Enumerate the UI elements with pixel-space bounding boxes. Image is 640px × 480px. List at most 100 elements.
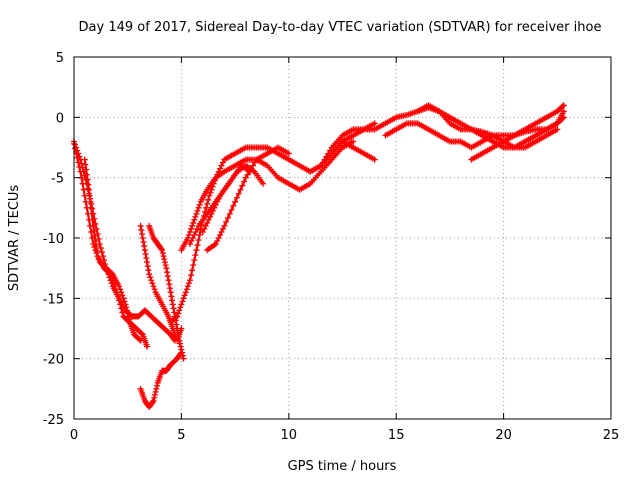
data-point [147,274,154,281]
data-point [219,225,226,232]
data-point [139,230,146,237]
data-point [81,192,88,199]
data-point [146,271,153,278]
data-point [251,159,258,166]
data-point [196,231,203,238]
data-point [151,391,158,398]
data-point [161,259,168,266]
data-point [178,349,185,356]
data-point [560,108,567,115]
data-point [93,243,100,250]
data-point [81,156,88,163]
data-point [150,397,157,404]
data-point [214,238,221,245]
data-point [180,295,187,302]
data-point [99,253,106,260]
data-point [119,309,126,316]
data-point [221,222,228,229]
x-tick-label: 25 [603,428,620,443]
data-point [124,310,131,317]
data-point [176,337,183,344]
y-tick-label: -10 [43,232,64,247]
series-track-11 [204,144,292,254]
data-point [77,168,84,175]
series-track-3 [81,156,151,350]
data-point [237,186,244,193]
data-point [203,204,210,211]
data-point [98,249,105,256]
data-point [188,238,195,245]
data-point [188,225,195,232]
data-point [241,178,248,185]
data-point [137,222,144,229]
data-point [194,242,201,249]
data-point [191,216,198,223]
data-point [214,198,221,205]
data-point [194,225,201,232]
data-point [86,186,93,193]
data-point [144,259,151,266]
y-tick-label: 5 [56,51,64,66]
data-point [87,198,94,205]
data-point [218,228,225,235]
data-point [80,186,87,193]
data-point [193,247,200,254]
data-point [224,214,231,221]
data-point [217,231,224,238]
data-point [204,200,211,207]
data-point [191,231,198,238]
data-point [144,263,151,270]
data-point [96,241,103,248]
data-point [560,114,567,121]
data-point [106,270,113,277]
data-point [186,277,193,284]
data-point [142,251,149,258]
data-point [151,394,158,401]
data-point [554,126,561,133]
data-point [139,235,146,241]
data-point [195,237,202,244]
data-point [371,156,378,163]
chart-title: Day 149 of 2017, Sidereal Day-to-day VTE… [79,20,602,35]
data-point [186,228,193,235]
data-point [95,236,102,243]
data-point [559,103,566,110]
data-point [228,206,235,213]
data-point [173,314,180,321]
data-point [149,398,156,405]
data-point [171,309,178,316]
data-point [164,269,171,276]
data-point [84,176,91,183]
data-point [180,355,187,362]
data-point [207,213,214,220]
x-axis-label: GPS time / hours [288,459,397,474]
data-point [201,225,208,232]
data-point [176,340,183,347]
data-point [83,166,90,173]
data-point [350,138,357,145]
data-point [159,247,166,254]
data-point [149,280,156,287]
x-tick-label: 15 [388,428,405,443]
data-point [285,150,292,157]
data-point [152,388,159,395]
data-point [212,241,219,248]
y-tick-label: -20 [43,353,64,368]
data-point [153,385,160,392]
data-point [194,207,201,214]
data-point [207,189,214,196]
data-point [371,120,378,127]
data-point [159,250,166,257]
x-tick-label: 20 [495,428,512,443]
y-tick-label: -15 [43,292,64,307]
data-point [242,174,249,181]
data-point [113,289,120,296]
data-point [165,277,172,284]
data-point [97,245,104,252]
data-point [116,297,123,304]
data-point [120,295,127,302]
data-point [110,280,117,287]
data-point [72,145,79,152]
data-point [193,210,200,217]
